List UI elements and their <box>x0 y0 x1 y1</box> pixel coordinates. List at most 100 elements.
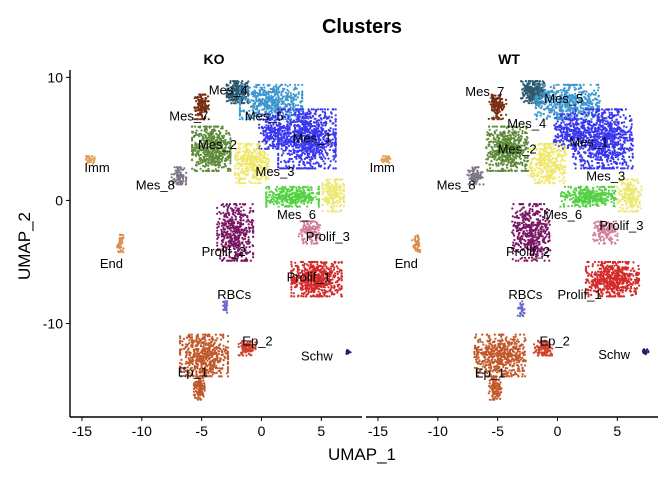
data-point <box>331 138 334 141</box>
data-point <box>249 162 252 165</box>
data-point <box>330 293 333 296</box>
data-point <box>311 115 314 118</box>
data-point <box>235 81 238 84</box>
data-point <box>224 212 227 215</box>
data-point <box>317 205 320 208</box>
data-point <box>225 132 229 135</box>
data-point <box>239 147 242 151</box>
data-point <box>207 104 210 107</box>
data-point <box>221 232 224 235</box>
data-point <box>200 111 203 114</box>
data-point <box>226 311 229 314</box>
data-point <box>230 226 233 229</box>
data-point <box>284 83 287 86</box>
data-point <box>289 120 292 123</box>
data-point <box>195 129 198 132</box>
data-point <box>239 218 242 221</box>
data-point <box>292 102 295 105</box>
data-point <box>282 87 285 90</box>
data-point <box>235 238 238 241</box>
data-point <box>288 158 291 161</box>
data-point <box>334 149 337 152</box>
data-point <box>185 179 188 182</box>
data-point <box>195 109 198 112</box>
data-point <box>332 130 335 133</box>
data-point <box>275 147 278 150</box>
data-point <box>236 96 239 100</box>
data-point <box>323 167 326 170</box>
data-point <box>185 171 188 174</box>
data-point <box>294 113 297 116</box>
data-point <box>327 210 330 213</box>
data-point <box>215 160 218 163</box>
data-point <box>275 83 278 86</box>
data-point <box>177 170 180 174</box>
data-point <box>334 160 337 163</box>
data-point <box>272 127 275 130</box>
data-point <box>318 115 321 118</box>
data-point <box>328 148 331 152</box>
data-point <box>305 285 308 288</box>
data-point <box>176 176 179 179</box>
data-point <box>295 98 298 101</box>
data-point <box>176 178 179 181</box>
data-point <box>264 147 267 150</box>
data-point <box>304 149 307 152</box>
data-point <box>322 116 325 120</box>
data-point <box>279 126 282 130</box>
data-point <box>316 263 319 266</box>
data-point <box>261 99 264 102</box>
data-point <box>251 142 254 145</box>
data-point <box>261 160 265 163</box>
data-point <box>214 164 217 167</box>
data-point <box>266 199 270 202</box>
data-point <box>227 96 231 99</box>
data-point <box>249 144 252 147</box>
data-point <box>270 111 274 114</box>
data-point <box>277 132 280 135</box>
data-point <box>172 173 176 176</box>
data-point <box>286 92 289 96</box>
data-point <box>285 194 288 197</box>
data-point <box>287 90 290 93</box>
data-point <box>306 195 309 198</box>
data-point <box>207 161 210 164</box>
data-point <box>238 203 242 206</box>
data-point <box>276 102 279 105</box>
data-point <box>270 198 273 201</box>
data-point <box>280 83 284 86</box>
data-point <box>246 215 249 218</box>
data-point <box>199 107 203 110</box>
data-point <box>265 127 268 130</box>
data-point <box>301 83 304 86</box>
data-point <box>178 180 181 183</box>
data-point <box>218 210 221 214</box>
data-point <box>207 167 210 170</box>
data-point <box>332 200 335 203</box>
data-point <box>248 86 251 89</box>
data-point <box>314 117 317 120</box>
data-point <box>282 102 285 105</box>
data-point <box>256 91 259 95</box>
data-point <box>201 115 204 118</box>
data-point <box>298 163 301 167</box>
data-point <box>245 354 248 357</box>
data-point <box>252 252 255 255</box>
data-point <box>276 135 279 138</box>
data-point <box>295 285 298 288</box>
data-point <box>260 88 263 91</box>
data-point <box>266 153 269 156</box>
data-point <box>181 176 185 179</box>
data-point <box>238 110 241 113</box>
data-point <box>334 139 337 142</box>
data-point <box>331 186 334 189</box>
data-point <box>267 100 270 103</box>
data-point <box>319 148 322 152</box>
data-point <box>317 108 320 111</box>
data-point <box>314 167 317 170</box>
data-point <box>281 129 284 132</box>
data-point <box>336 270 339 273</box>
data-point <box>307 117 310 120</box>
data-point <box>312 162 315 165</box>
data-point <box>244 144 247 147</box>
